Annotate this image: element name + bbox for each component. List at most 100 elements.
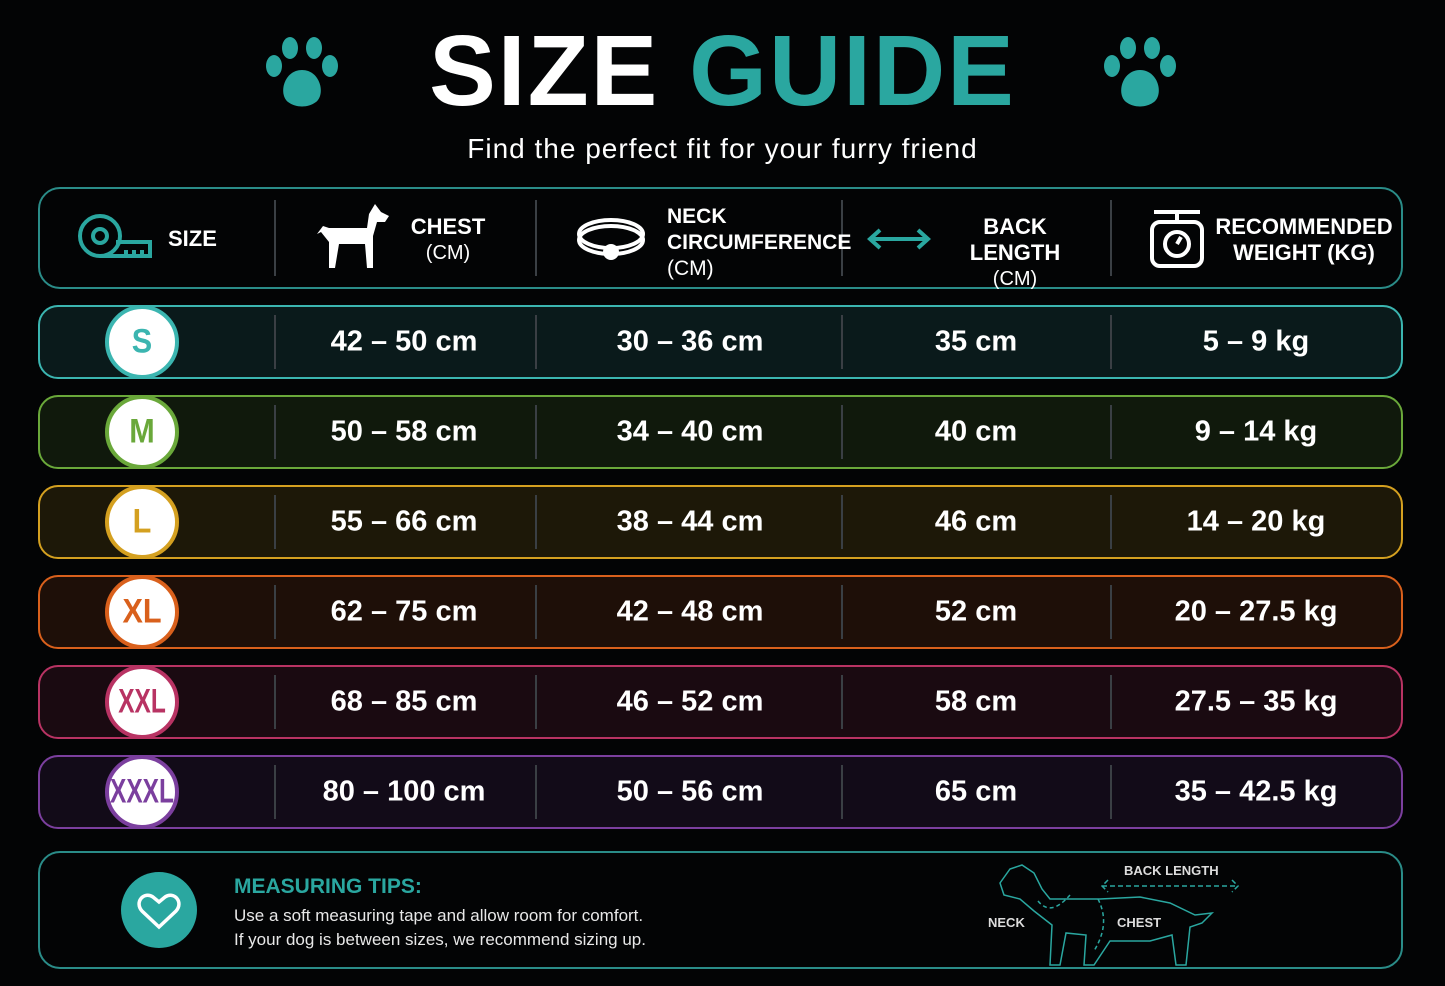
table-cell: 58 cm (934, 685, 1018, 718)
header-line: WEIGHT (KG) (1233, 240, 1375, 265)
table-cell: 5 – 9 kg (1202, 325, 1310, 358)
tape-icon (78, 214, 152, 258)
divider (841, 315, 843, 369)
divider (841, 585, 843, 639)
divider (841, 405, 843, 459)
header-line: BACK LENGTH (969, 214, 1061, 265)
diagram-label: CHEST (1117, 915, 1162, 930)
divider (535, 585, 537, 639)
table-cell: 20 – 27.5 kg (1174, 595, 1338, 628)
divider (841, 495, 843, 549)
title-part: SIZE (429, 15, 660, 127)
diagram-label: BACK LENGTH (1124, 863, 1219, 878)
size-label: M (129, 412, 155, 451)
size-badge (105, 755, 179, 829)
table-cell: 80 – 100 cm (322, 775, 486, 808)
row-tint (38, 305, 1403, 379)
table-cell: 52 cm (934, 595, 1018, 628)
divider (274, 200, 276, 276)
row-tint (38, 575, 1403, 649)
divider (1110, 765, 1112, 819)
size-badge (105, 665, 179, 739)
arrow-icon (867, 228, 931, 250)
column-header: RECOMMENDED WEIGHT (KG) (1214, 214, 1394, 266)
header-line: NECK (667, 205, 727, 228)
table-cell: 62 – 75 cm (330, 595, 478, 628)
table-cell: 46 cm (934, 505, 1018, 538)
divider (535, 315, 537, 369)
size-label: XXL (118, 682, 166, 721)
divider (1110, 405, 1112, 459)
diagram-label: NECK (988, 915, 1025, 930)
header-row (38, 187, 1403, 289)
dog-icon (317, 204, 389, 268)
scale-icon (1150, 210, 1204, 268)
paw-icon (1104, 37, 1176, 107)
title: SIZE GUIDE (0, 14, 1445, 129)
table-cell: 27.5 – 35 kg (1174, 685, 1338, 718)
header-line: (CM) (992, 268, 1038, 290)
size-label: S (131, 322, 153, 361)
divider (1110, 675, 1112, 729)
heart-icon (121, 872, 197, 948)
divider (1110, 200, 1112, 276)
size-badge (105, 485, 179, 559)
row-tint (38, 485, 1403, 559)
header-line: (CM) (667, 257, 714, 280)
collar-icon (577, 218, 645, 260)
table-cell: 42 – 48 cm (616, 595, 764, 628)
divider (274, 495, 276, 549)
size-badge (105, 395, 179, 469)
divider (535, 675, 537, 729)
size-label: XL (122, 592, 162, 631)
table-cell: 50 – 58 cm (330, 415, 478, 448)
table-cell: 55 – 66 cm (330, 505, 478, 538)
table-cell: 68 – 85 cm (330, 685, 478, 718)
header-line: RECOMMENDED (1215, 214, 1393, 239)
table-cell: 35 cm (934, 325, 1018, 358)
row-box (38, 395, 1403, 469)
table-cell: 50 – 56 cm (616, 775, 764, 808)
divider (535, 495, 537, 549)
column-header: BACK LENGTH (CM) (935, 214, 1095, 292)
divider (535, 765, 537, 819)
table-cell: 30 – 36 cm (616, 325, 764, 358)
divider (841, 675, 843, 729)
divider (274, 675, 276, 729)
divider (1110, 495, 1112, 549)
table-cell: 42 – 50 cm (330, 325, 478, 358)
tips-title: MEASURING TIPS: (234, 875, 422, 898)
divider (841, 200, 843, 276)
table-cell: 35 – 42.5 kg (1174, 775, 1338, 808)
table-cell: 34 – 40 cm (616, 415, 764, 448)
row-tint (38, 665, 1403, 739)
header-line: (CM) (425, 242, 471, 264)
divider (274, 765, 276, 819)
column-header: NECK CIRCUMFERENCE (CM) (667, 204, 851, 282)
divider (274, 405, 276, 459)
divider (1110, 585, 1112, 639)
size-badge (105, 305, 179, 379)
row-tint (38, 755, 1403, 829)
column-header: CHEST (CM) (398, 214, 498, 266)
divider (841, 765, 843, 819)
row-box (38, 665, 1403, 739)
row-box (38, 305, 1403, 379)
divider (274, 585, 276, 639)
tips-box (38, 851, 1403, 969)
header-line: CHEST (410, 214, 486, 239)
table-cell: 65 cm (934, 775, 1018, 808)
dog-diagram (999, 864, 1240, 966)
row-tint (38, 395, 1403, 469)
title-part: GUIDE (689, 15, 1016, 127)
column-header: SIZE (168, 226, 217, 251)
table-cell: 38 – 44 cm (616, 505, 764, 538)
table-cell: 14 – 20 kg (1186, 505, 1326, 538)
tips-line: If your dog is between sizes, we recomme… (234, 930, 646, 949)
table-cell: 9 – 14 kg (1194, 415, 1318, 448)
row-box (38, 755, 1403, 829)
divider (535, 405, 537, 459)
table-cell: 46 – 52 cm (616, 685, 764, 718)
size-badge (105, 575, 179, 649)
